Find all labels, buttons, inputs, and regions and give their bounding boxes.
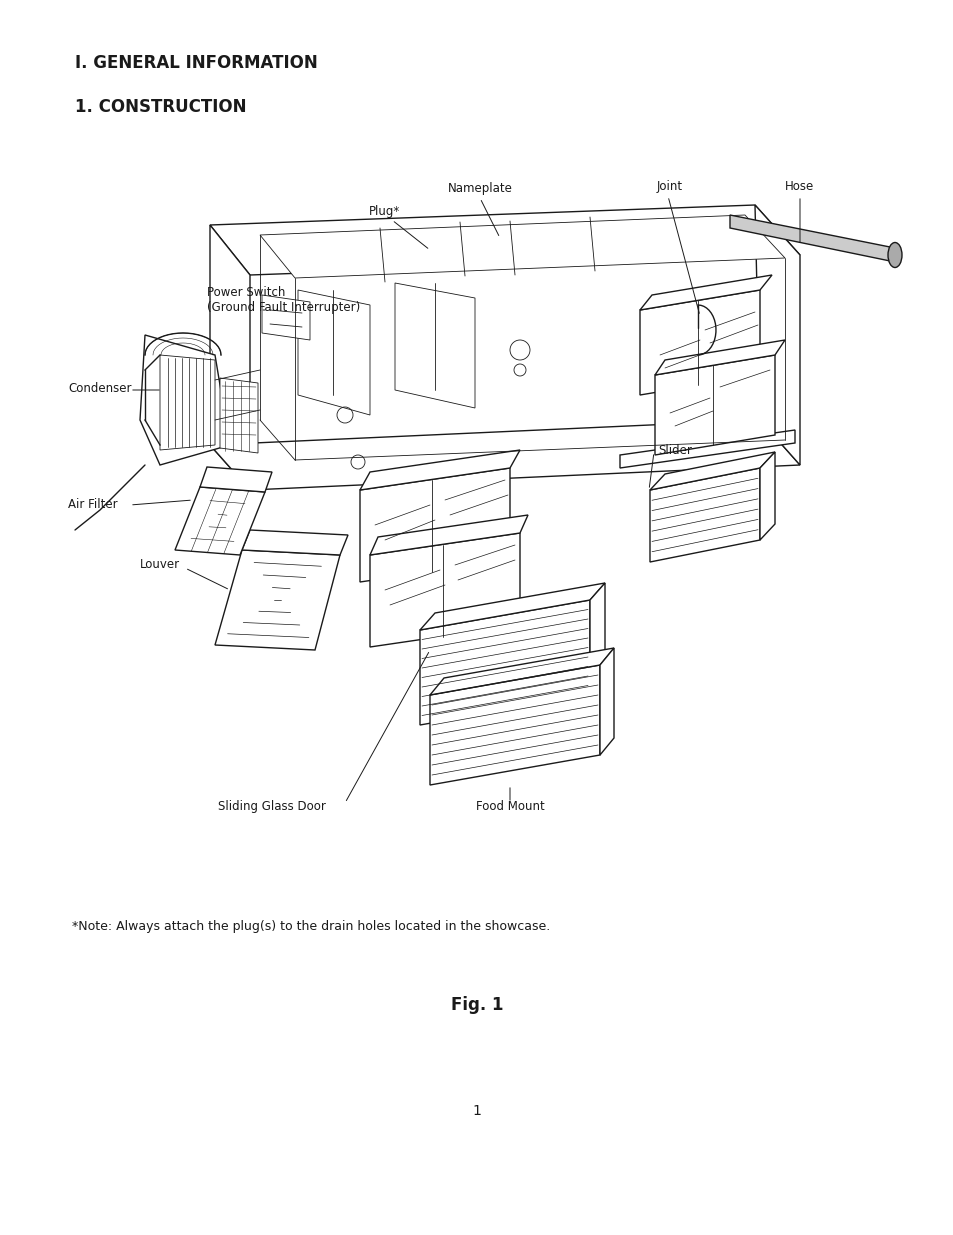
Polygon shape <box>619 430 794 468</box>
Text: Nameplate: Nameplate <box>447 182 512 195</box>
Polygon shape <box>639 290 760 395</box>
Text: *Note: Always attach the plug(s) to the drain holes located in the showcase.: *Note: Always attach the plug(s) to the … <box>71 920 550 932</box>
Text: Condenser: Condenser <box>68 382 132 394</box>
Text: Hose: Hose <box>784 180 814 193</box>
Polygon shape <box>174 487 265 555</box>
Polygon shape <box>419 600 589 725</box>
Polygon shape <box>589 583 604 695</box>
Text: Air Filter: Air Filter <box>68 499 117 511</box>
Polygon shape <box>395 283 475 408</box>
Text: Louver: Louver <box>140 558 180 572</box>
Circle shape <box>659 324 670 336</box>
Text: Plug*: Plug* <box>369 205 400 219</box>
Polygon shape <box>297 290 370 415</box>
Ellipse shape <box>691 338 703 346</box>
Polygon shape <box>754 205 800 466</box>
Polygon shape <box>359 450 519 490</box>
Polygon shape <box>599 648 614 755</box>
Polygon shape <box>655 340 784 375</box>
Text: I. GENERAL INFORMATION: I. GENERAL INFORMATION <box>75 54 317 72</box>
Polygon shape <box>160 354 214 450</box>
Text: Joint: Joint <box>657 180 682 193</box>
Polygon shape <box>262 295 310 340</box>
Polygon shape <box>649 452 774 490</box>
Polygon shape <box>214 550 339 650</box>
Polygon shape <box>210 420 800 490</box>
Ellipse shape <box>887 242 901 268</box>
Text: 1: 1 <box>472 1104 481 1118</box>
Text: Fig. 1: Fig. 1 <box>450 995 503 1014</box>
Polygon shape <box>140 335 230 466</box>
Polygon shape <box>200 467 272 492</box>
Polygon shape <box>655 354 774 454</box>
Text: 1. CONSTRUCTION: 1. CONSTRUCTION <box>75 98 246 116</box>
Text: Sliding Glass Door: Sliding Glass Door <box>218 800 326 813</box>
Polygon shape <box>260 215 784 278</box>
Polygon shape <box>359 468 510 582</box>
Polygon shape <box>430 648 614 695</box>
Polygon shape <box>210 205 800 275</box>
Polygon shape <box>370 534 519 647</box>
Polygon shape <box>220 378 257 453</box>
Text: Power Switch
(Ground Fault Interrupter): Power Switch (Ground Fault Interrupter) <box>207 287 360 314</box>
Polygon shape <box>639 275 771 310</box>
Polygon shape <box>419 583 604 630</box>
Polygon shape <box>649 468 760 562</box>
Polygon shape <box>370 515 527 555</box>
Polygon shape <box>430 664 599 785</box>
Polygon shape <box>729 215 894 262</box>
Text: Food Mount: Food Mount <box>476 800 544 813</box>
Polygon shape <box>760 452 774 540</box>
Polygon shape <box>242 530 348 555</box>
Text: Slider: Slider <box>658 443 691 457</box>
Polygon shape <box>210 225 250 490</box>
